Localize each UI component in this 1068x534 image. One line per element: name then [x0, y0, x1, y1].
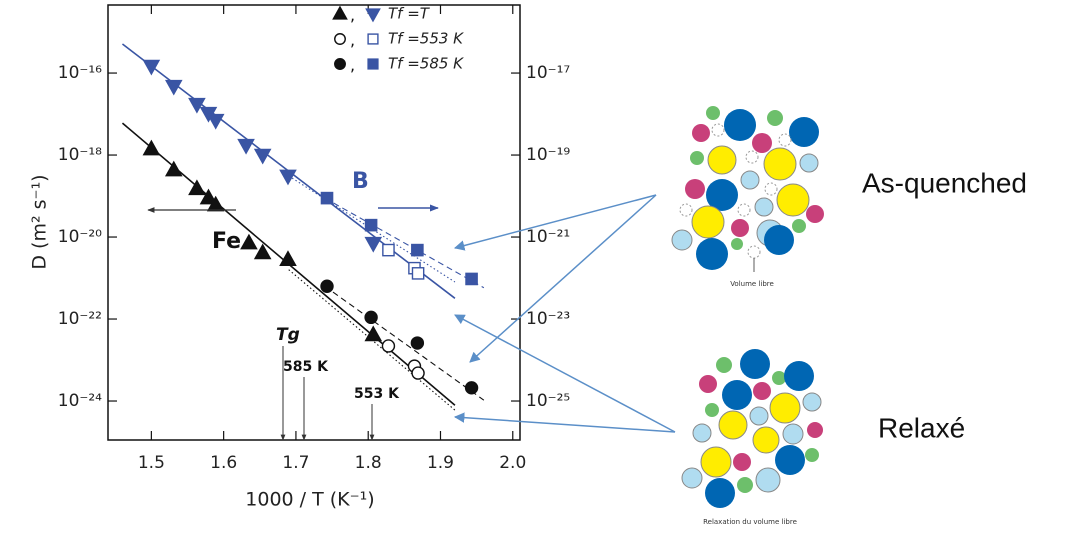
data-point: [166, 162, 181, 176]
data-point: [366, 327, 381, 341]
data-point: [366, 220, 377, 231]
legend-marker: [335, 34, 346, 45]
data-point: [466, 382, 478, 394]
y-tick-label: 10⁻²⁵: [526, 391, 570, 411]
data-point: [321, 280, 333, 292]
data-point: [238, 140, 253, 154]
annotation: B: [352, 169, 369, 194]
x-tick-label: 1.7: [282, 453, 309, 473]
data-point: [365, 311, 377, 323]
y-tick-label: 10⁻²⁴: [58, 391, 102, 411]
y-tick-label: 10⁻¹⁸: [58, 145, 102, 165]
x-tick-label: 1.8: [355, 453, 382, 473]
x-tick-label: 1.5: [138, 453, 165, 473]
y-tick-label: 10⁻²²: [58, 309, 102, 329]
legend-label: Tf =T: [388, 5, 431, 23]
x-tick-label: 1.9: [427, 453, 454, 473]
atom-diagram: [682, 349, 823, 508]
fit-line: [325, 286, 484, 400]
data-point: [208, 115, 223, 129]
atom-diagram: [672, 106, 824, 272]
diagram-caption: Volume libre: [730, 280, 774, 288]
annotation: Fe: [212, 229, 241, 254]
legend-marker: [368, 59, 378, 69]
data-point: [412, 268, 423, 279]
legend-label: Tf =585 K: [388, 55, 464, 73]
data-point: [383, 245, 394, 256]
y-tick-label: 10⁻¹⁷: [526, 63, 570, 83]
annotation: 585 K: [283, 359, 329, 375]
legend-comma: ,: [350, 6, 355, 25]
legend-marker: [366, 9, 379, 21]
y-tick-label: 10⁻²³: [526, 309, 570, 329]
chart: 1.5 1.6 1.7 1.8 1.9 2.0 10⁻¹⁶ 10⁻¹⁸ 10⁻²⁰ 10⁻²² 10…: [0, 0, 1068, 534]
y-tick-label: 10⁻¹⁶: [58, 63, 102, 83]
legend-label: Tf =553 K: [388, 30, 464, 48]
data-point: [189, 181, 204, 195]
x-tick-label: 1.6: [210, 453, 237, 473]
y-tick-label: 10⁻²⁰: [58, 227, 102, 247]
diagram-label: Relaxé: [878, 412, 965, 443]
x-tick-label: 2.0: [499, 453, 526, 473]
annotation: 553 K: [354, 386, 400, 402]
legend-comma: ,: [350, 56, 355, 75]
data-point: [366, 238, 381, 252]
data-point: [412, 245, 423, 256]
data-point: [411, 337, 423, 349]
fit-line: [325, 198, 484, 288]
legend-comma: ,: [350, 31, 355, 50]
legend-marker: [368, 34, 378, 44]
diagram-caption: Relaxation du volume libre: [703, 518, 797, 526]
x-axis-label: 1000 / T (K⁻¹): [245, 489, 374, 511]
y-tick-label: 10⁻¹⁹: [526, 145, 570, 165]
data-point: [144, 60, 159, 74]
diagram-label: As-quenched: [862, 167, 1027, 198]
y-axis-label: D (m² s⁻¹): [29, 174, 51, 269]
data-point: [466, 273, 477, 284]
legend-marker: [335, 59, 346, 70]
data-point: [241, 235, 256, 249]
legend-marker: [333, 7, 346, 19]
data-point: [382, 340, 394, 352]
data-point: [280, 170, 295, 184]
data-point: [412, 367, 424, 379]
y-tick-label: 10⁻²¹: [526, 227, 570, 247]
annotation: Tg: [276, 325, 300, 345]
data-point: [321, 193, 332, 204]
